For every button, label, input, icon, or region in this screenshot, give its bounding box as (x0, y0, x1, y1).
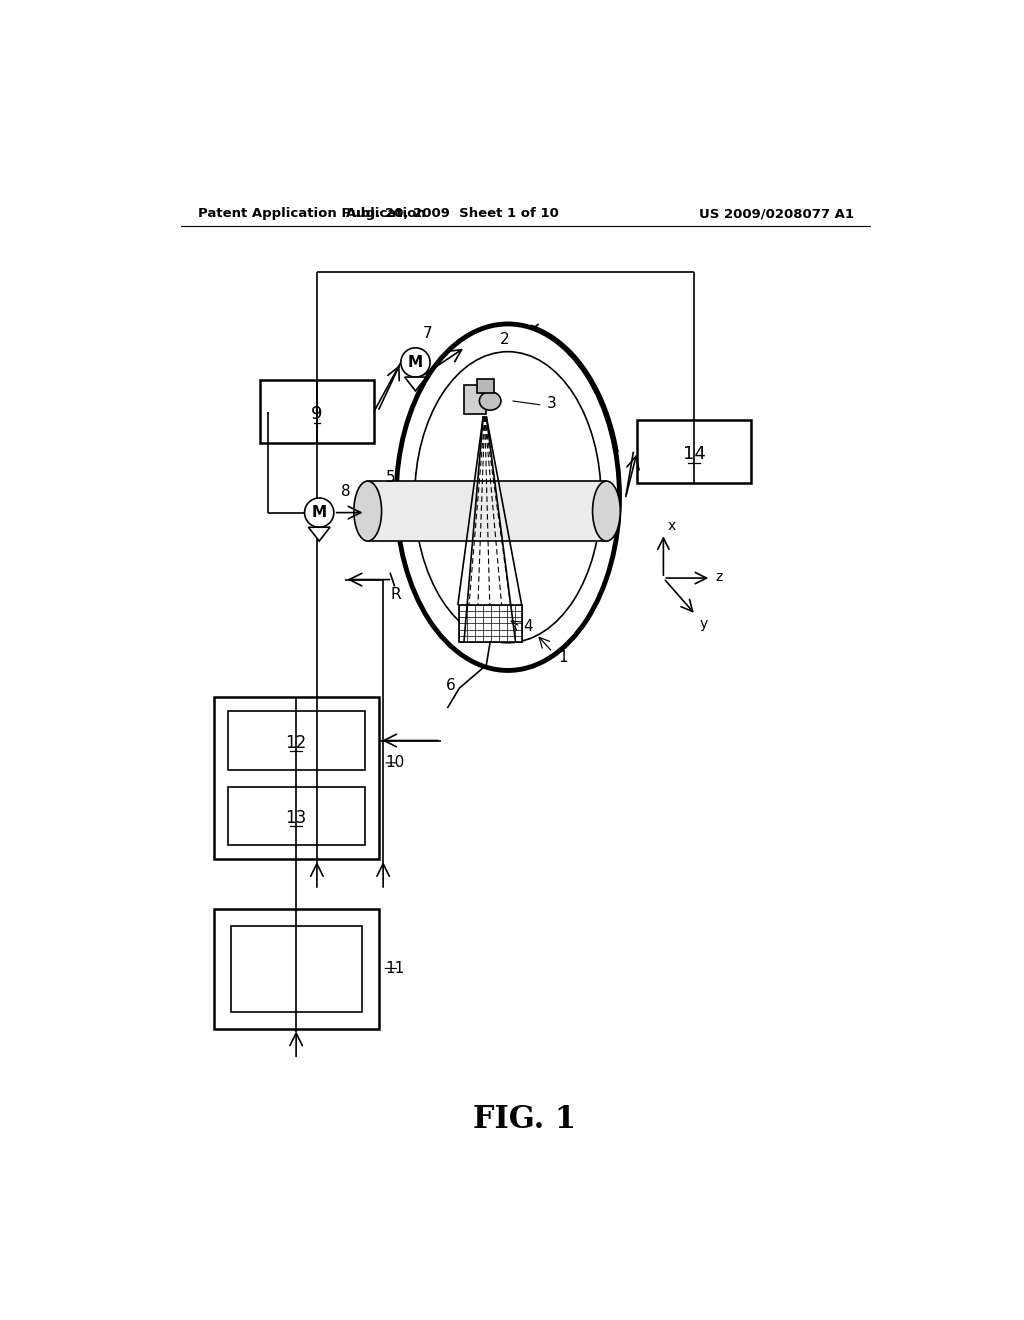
Ellipse shape (354, 480, 382, 541)
Text: Patent Application Publication: Patent Application Publication (199, 207, 426, 220)
Ellipse shape (479, 392, 501, 411)
Ellipse shape (593, 480, 621, 541)
Bar (368, 480, 606, 541)
Text: FIG. 1: FIG. 1 (473, 1104, 577, 1135)
Text: 4: 4 (523, 619, 532, 634)
Bar (227, 787, 366, 845)
Bar (230, 927, 362, 1011)
Circle shape (304, 498, 334, 527)
Text: Aug. 20, 2009  Sheet 1 of 10: Aug. 20, 2009 Sheet 1 of 10 (346, 207, 559, 220)
Text: 14: 14 (683, 445, 706, 463)
Text: 2: 2 (500, 331, 510, 347)
Bar (637, 420, 752, 483)
Text: 9: 9 (311, 405, 323, 422)
Text: 3: 3 (547, 396, 556, 411)
Text: 10: 10 (385, 755, 404, 771)
Polygon shape (404, 378, 426, 391)
Text: 7: 7 (423, 326, 433, 342)
Bar (477, 379, 494, 393)
Bar (214, 909, 379, 1028)
Text: R: R (391, 587, 401, 602)
Text: z: z (715, 569, 723, 583)
Text: 12: 12 (286, 734, 307, 752)
Text: 1: 1 (558, 649, 567, 665)
Bar (464, 385, 485, 414)
Text: 8: 8 (341, 483, 350, 499)
Bar (459, 605, 522, 642)
Text: 6: 6 (446, 678, 456, 693)
Text: M: M (311, 506, 327, 520)
Bar (227, 711, 366, 770)
Text: y: y (699, 618, 708, 631)
Circle shape (400, 348, 430, 378)
Bar (260, 380, 374, 444)
Text: 5: 5 (386, 470, 396, 486)
Bar (214, 697, 379, 859)
Text: 11: 11 (385, 961, 404, 975)
Text: M: M (408, 355, 423, 370)
Text: x: x (668, 519, 676, 533)
Polygon shape (308, 527, 330, 541)
Text: 13: 13 (286, 809, 307, 828)
Text: US 2009/0208077 A1: US 2009/0208077 A1 (699, 207, 854, 220)
